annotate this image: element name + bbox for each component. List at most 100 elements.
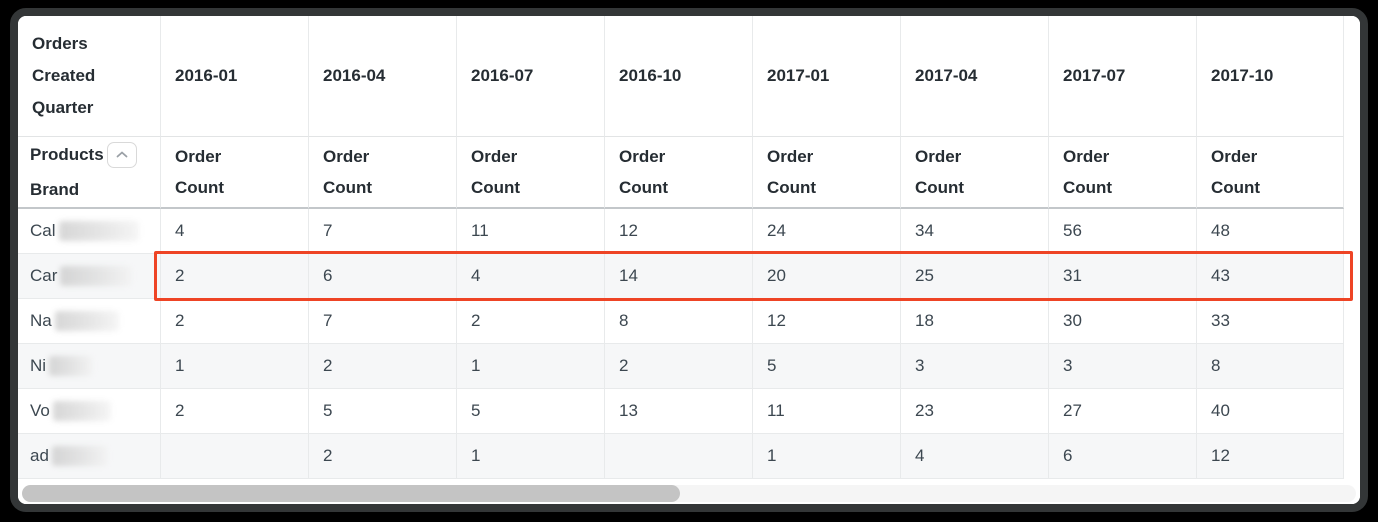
order-count-cell[interactable]: 2 <box>160 254 308 299</box>
quarter-header-2016-10: 2016-10 <box>604 16 752 137</box>
quarter-header-2016-07: 2016-07 <box>456 16 604 137</box>
brand-prefix-text: ad <box>30 446 49 465</box>
order-count-cell[interactable]: 1 <box>456 344 604 389</box>
order-count-cell[interactable]: 40 <box>1196 389 1344 434</box>
order-count-cell[interactable]: 12 <box>752 299 900 344</box>
order-count-cell[interactable]: 3 <box>900 344 1048 389</box>
order-count-value: 11 <box>471 221 489 240</box>
order-count-cell[interactable]: 7 <box>308 209 456 254</box>
order-count-cell[interactable]: 4 <box>160 209 308 254</box>
measure-header[interactable]: Order Count <box>604 137 752 209</box>
pivot-table: Orders Created Quarter 2016-01 2016-04 2… <box>18 16 1360 504</box>
order-count-cell[interactable]: 8 <box>1196 344 1344 389</box>
order-count-cell[interactable]: 6 <box>1048 434 1196 479</box>
order-count-cell[interactable]: 2 <box>160 389 308 434</box>
order-count-value: 2 <box>323 446 333 465</box>
order-count-cell[interactable]: 23 <box>900 389 1048 434</box>
order-count-cell[interactable]: 34 <box>900 209 1048 254</box>
brand-cell[interactable]: ad <box>18 434 160 479</box>
order-count-value: 8 <box>619 311 629 330</box>
order-count-cell[interactable]: 27 <box>1048 389 1196 434</box>
order-count-cell[interactable]: 4 <box>900 434 1048 479</box>
brand-cell[interactable]: Ni <box>18 344 160 389</box>
order-count-cell[interactable]: 8 <box>604 299 752 344</box>
quarter-header-2017-10: 2017-10 <box>1196 16 1344 137</box>
order-count-cell[interactable]: 33 <box>1196 299 1344 344</box>
order-count-value: 2 <box>175 401 185 420</box>
order-count-cell[interactable]: 43 <box>1196 254 1344 299</box>
pivot-dimension-label: Orders Created Quarter <box>32 34 96 117</box>
order-count-value: 1 <box>767 446 777 465</box>
order-count-cell[interactable]: 25 <box>900 254 1048 299</box>
order-count-value: 48 <box>1211 221 1230 240</box>
row-dimension-label-line2: Brand <box>30 180 80 199</box>
order-count-value: 6 <box>1063 446 1073 465</box>
brand-cell[interactable]: Vo <box>18 389 160 434</box>
order-count-cell[interactable]: 2 <box>604 344 752 389</box>
order-count-cell[interactable] <box>604 434 752 479</box>
order-count-cell[interactable]: 11 <box>456 209 604 254</box>
order-count-cell[interactable]: 24 <box>752 209 900 254</box>
order-count-value: 23 <box>915 401 934 420</box>
order-count-value: 5 <box>323 401 333 420</box>
brand-prefix-text: Cal <box>30 221 56 240</box>
order-count-value: 3 <box>915 356 925 375</box>
order-count-cell[interactable]: 3 <box>1048 344 1196 389</box>
order-count-cell[interactable]: 30 <box>1048 299 1196 344</box>
order-count-cell[interactable]: 20 <box>752 254 900 299</box>
quarter-header-2016-04: 2016-04 <box>308 16 456 137</box>
horizontal-scrollbar-thumb[interactable] <box>22 485 680 502</box>
order-count-cell[interactable]: 4 <box>456 254 604 299</box>
order-count-value: 43 <box>1211 266 1230 285</box>
brand-cell[interactable]: Cal <box>18 209 160 254</box>
order-count-cell[interactable]: 31 <box>1048 254 1196 299</box>
order-count-cell[interactable]: 1 <box>752 434 900 479</box>
order-count-cell[interactable]: 56 <box>1048 209 1196 254</box>
order-count-value: 1 <box>471 356 481 375</box>
order-count-cell[interactable]: 48 <box>1196 209 1344 254</box>
order-count-cell[interactable]: 2 <box>456 299 604 344</box>
measure-header[interactable]: Order Count <box>308 137 456 209</box>
order-count-cell[interactable]: 11 <box>752 389 900 434</box>
order-count-cell[interactable]: 5 <box>752 344 900 389</box>
row-dimension-header[interactable]: Products Brand <box>18 137 160 209</box>
chevron-up-icon <box>115 150 129 159</box>
measure-header[interactable]: Order Count <box>900 137 1048 209</box>
order-count-value: 34 <box>915 221 934 240</box>
redacted-brand-text <box>49 356 94 376</box>
measure-header[interactable]: Order Count <box>752 137 900 209</box>
order-count-cell[interactable]: 6 <box>308 254 456 299</box>
order-count-cell[interactable]: 2 <box>308 434 456 479</box>
order-count-cell[interactable]: 14 <box>604 254 752 299</box>
order-count-value: 6 <box>323 266 333 285</box>
brand-cell[interactable]: Car <box>18 254 160 299</box>
horizontal-scrollbar-track[interactable] <box>22 485 1356 502</box>
sort-ascending-button[interactable] <box>106 141 137 168</box>
order-count-cell[interactable]: 12 <box>1196 434 1344 479</box>
order-count-cell[interactable]: 7 <box>308 299 456 344</box>
measure-header[interactable]: Order Count <box>160 137 308 209</box>
brand-cell[interactable]: Na <box>18 299 160 344</box>
order-count-cell[interactable]: 18 <box>900 299 1048 344</box>
order-count-value: 4 <box>471 266 481 285</box>
order-count-cell[interactable]: 1 <box>456 434 604 479</box>
order-count-cell[interactable]: 2 <box>160 299 308 344</box>
order-count-value: 11 <box>767 401 785 420</box>
order-count-cell[interactable]: 5 <box>308 389 456 434</box>
order-count-cell[interactable] <box>160 434 308 479</box>
order-count-cell[interactable]: 12 <box>604 209 752 254</box>
order-count-value: 56 <box>1063 221 1082 240</box>
order-count-cell[interactable]: 1 <box>160 344 308 389</box>
order-count-value: 20 <box>767 266 786 285</box>
table-window-frame: Orders Created Quarter 2016-01 2016-04 2… <box>10 8 1368 512</box>
order-count-value: 4 <box>915 446 925 465</box>
order-count-value: 1 <box>471 446 481 465</box>
order-count-cell[interactable]: 5 <box>456 389 604 434</box>
measure-header[interactable]: Order Count <box>456 137 604 209</box>
order-count-cell[interactable]: 13 <box>604 389 752 434</box>
order-count-cell[interactable]: 2 <box>308 344 456 389</box>
order-count-value: 5 <box>767 356 777 375</box>
measure-header[interactable]: Order Count <box>1048 137 1196 209</box>
quarter-header-2017-04: 2017-04 <box>900 16 1048 137</box>
measure-header[interactable]: Order Count <box>1196 137 1344 209</box>
